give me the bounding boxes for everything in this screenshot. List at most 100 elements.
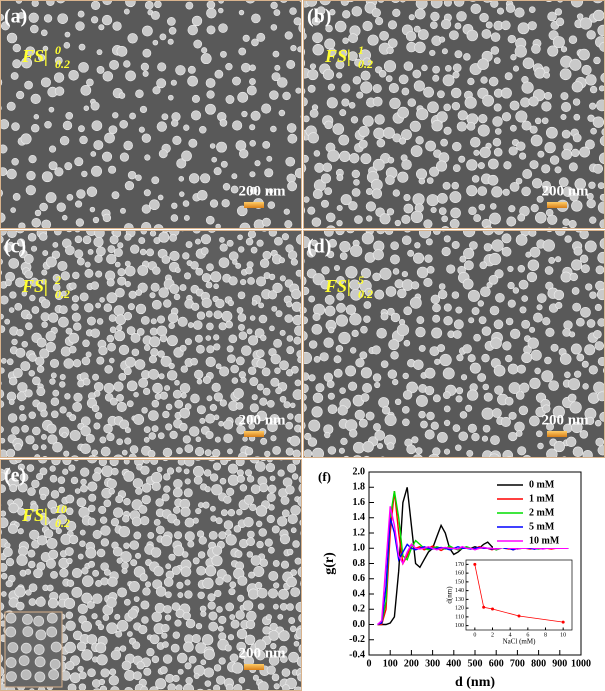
particle bbox=[43, 14, 53, 23]
particle bbox=[48, 106, 55, 113]
particle bbox=[430, 421, 439, 430]
particle bbox=[576, 353, 585, 362]
particle bbox=[149, 230, 157, 237]
particle bbox=[249, 140, 256, 147]
particle bbox=[294, 168, 302, 179]
particle bbox=[156, 325, 168, 337]
particle bbox=[184, 478, 191, 485]
particle bbox=[216, 675, 226, 685]
particle bbox=[232, 259, 238, 265]
particle bbox=[548, 380, 559, 391]
particle bbox=[387, 156, 395, 164]
particle bbox=[307, 206, 316, 215]
particle bbox=[36, 472, 44, 481]
particle bbox=[183, 215, 190, 221]
particle bbox=[327, 404, 338, 415]
particle bbox=[281, 233, 289, 241]
particle bbox=[10, 72, 19, 80]
scale-bar-label: 200 nm bbox=[238, 412, 286, 428]
particle bbox=[490, 337, 502, 349]
particle bbox=[151, 611, 162, 622]
particle bbox=[119, 419, 130, 430]
particle bbox=[285, 421, 294, 430]
particle bbox=[5, 626, 17, 638]
particle bbox=[437, 432, 448, 443]
particle bbox=[92, 373, 99, 381]
particle bbox=[479, 146, 491, 159]
y-tick-label: 0.8 bbox=[353, 558, 366, 569]
sample-label: FS| bbox=[324, 46, 351, 66]
particle bbox=[397, 106, 409, 119]
particle bbox=[449, 191, 462, 203]
particle bbox=[286, 301, 293, 308]
particle bbox=[177, 668, 184, 675]
particle bbox=[43, 529, 54, 539]
particle bbox=[549, 155, 560, 165]
particle bbox=[214, 436, 221, 443]
particle bbox=[171, 112, 181, 122]
particle bbox=[39, 467, 48, 476]
particle bbox=[177, 652, 188, 664]
particle bbox=[215, 298, 225, 309]
marker bbox=[473, 562, 477, 566]
particle bbox=[15, 347, 26, 358]
particle bbox=[454, 50, 463, 59]
particle bbox=[51, 250, 61, 259]
particle bbox=[212, 448, 221, 458]
particle bbox=[452, 164, 461, 172]
particle bbox=[86, 186, 98, 197]
particle bbox=[249, 78, 256, 85]
particle bbox=[90, 281, 100, 290]
particle bbox=[580, 264, 590, 274]
particle bbox=[469, 362, 481, 374]
particle bbox=[101, 151, 113, 162]
particle bbox=[53, 72, 65, 83]
marker bbox=[491, 607, 494, 611]
particle bbox=[437, 90, 445, 99]
particle bbox=[429, 166, 440, 177]
particle bbox=[68, 464, 76, 472]
particle bbox=[167, 683, 176, 691]
particle bbox=[130, 244, 140, 254]
particle bbox=[410, 210, 424, 224]
particle bbox=[271, 305, 278, 312]
particle bbox=[284, 220, 293, 229]
particle bbox=[510, 54, 517, 61]
particle bbox=[57, 476, 66, 484]
particle bbox=[387, 369, 398, 379]
particle bbox=[246, 85, 257, 96]
particle bbox=[40, 312, 50, 322]
particle bbox=[0, 295, 9, 305]
particle bbox=[124, 265, 136, 277]
particle bbox=[34, 209, 42, 217]
particle bbox=[360, 268, 372, 279]
particle bbox=[30, 245, 38, 252]
particle bbox=[102, 614, 110, 621]
particle bbox=[163, 577, 174, 587]
particle bbox=[6, 101, 16, 111]
particle bbox=[133, 391, 139, 398]
particle bbox=[266, 514, 275, 524]
particle bbox=[268, 655, 280, 666]
particle bbox=[450, 87, 462, 99]
particle bbox=[100, 538, 110, 547]
particle bbox=[226, 345, 234, 353]
particle bbox=[104, 132, 115, 144]
y-tick-label: 160 bbox=[455, 571, 464, 577]
particle bbox=[281, 509, 290, 518]
particle bbox=[102, 71, 114, 82]
particle bbox=[290, 527, 297, 534]
particle bbox=[119, 119, 128, 129]
particle bbox=[481, 407, 494, 420]
particle bbox=[28, 370, 35, 377]
particle bbox=[522, 57, 535, 69]
particle bbox=[143, 387, 151, 396]
particle bbox=[172, 389, 182, 399]
particle bbox=[592, 116, 605, 128]
particle bbox=[264, 538, 273, 547]
particle bbox=[443, 303, 452, 312]
particle bbox=[211, 156, 217, 163]
particle bbox=[333, 355, 342, 364]
particle bbox=[386, 46, 394, 55]
particle bbox=[530, 204, 539, 213]
